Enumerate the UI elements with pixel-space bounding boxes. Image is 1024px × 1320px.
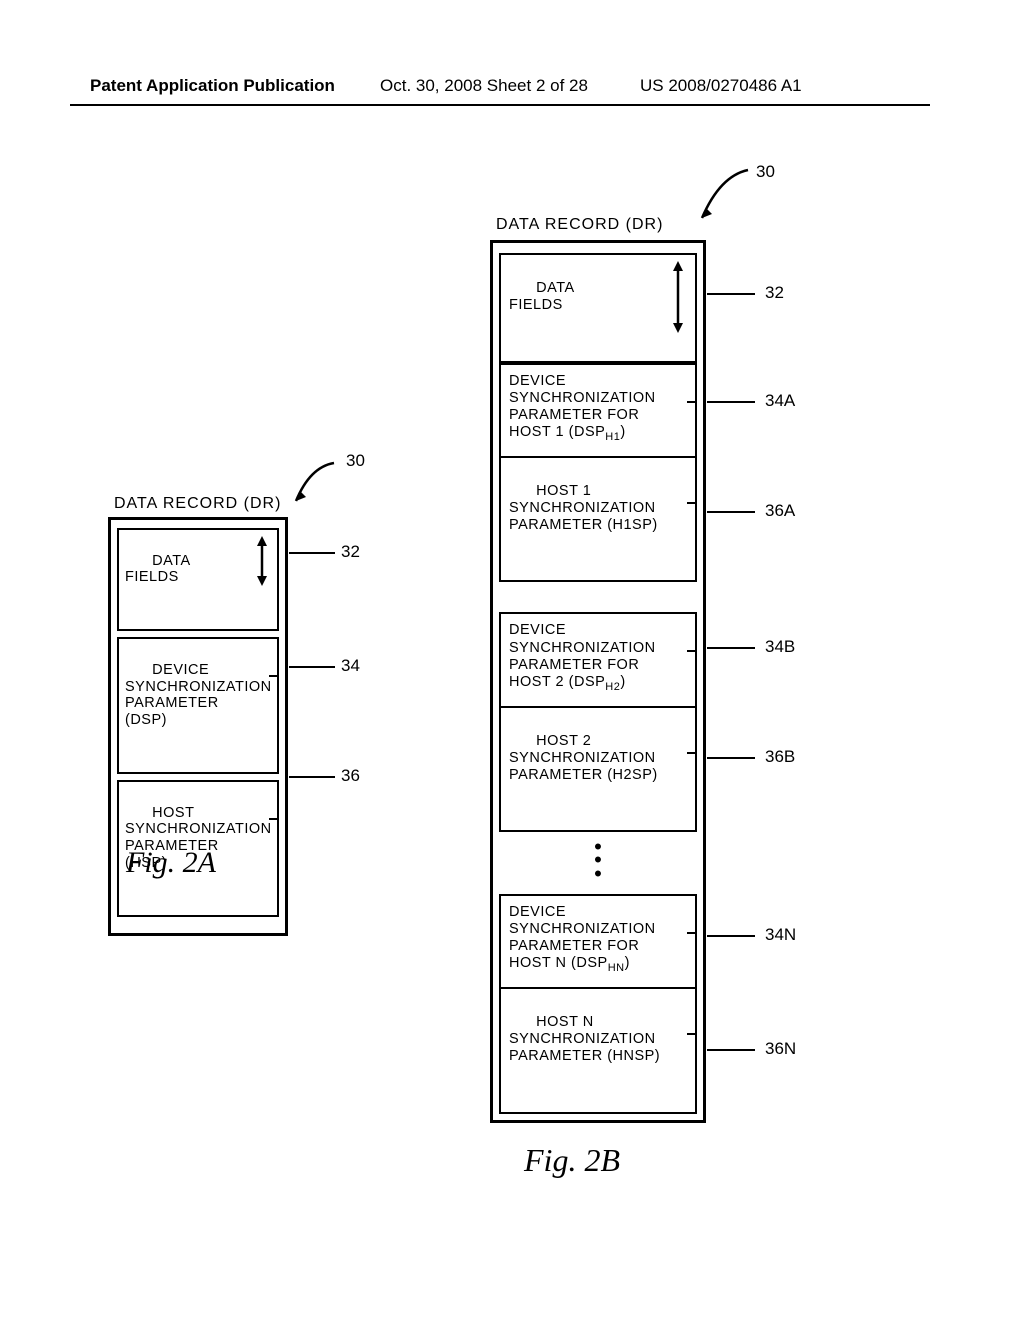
tick-mark xyxy=(687,401,697,403)
leader-line xyxy=(707,647,755,649)
l1: DEVICE xyxy=(509,904,687,921)
leader-line xyxy=(289,776,335,778)
header-right: US 2008/0270486 A1 xyxy=(640,76,802,96)
l1: DEVICE xyxy=(509,373,687,390)
tick-mark xyxy=(269,675,279,677)
ref-34a: 34A xyxy=(765,391,795,411)
l4: HOST 1 (DSPH1) xyxy=(509,424,687,444)
ref-36: 36 xyxy=(341,766,360,786)
double-arrow-icon xyxy=(671,261,685,333)
leader-line xyxy=(707,293,755,295)
leader-line xyxy=(707,401,755,403)
ref-36b: 36B xyxy=(765,747,795,767)
fig2b-box1-text: DATA FIELDS xyxy=(509,280,575,313)
l4: HOST N (DSPHN) xyxy=(509,955,687,975)
t: ) xyxy=(620,424,625,440)
fig2b-box-hnsp: HOST N SYNCHRONIZATION PARAMETER (HNSP) xyxy=(499,987,697,1114)
figure-2b: 30 DATA RECORD (DR) DATA FIELDS DEVICE S… xyxy=(490,216,850,1123)
l3: PARAMETER FOR xyxy=(509,938,687,955)
tick-mark xyxy=(687,752,697,754)
fig2a-title: DATA RECORD (DR) xyxy=(114,495,360,513)
fig2b-box-h1sp: HOST 1 SYNCHRONIZATION PARAMETER (H1SP) xyxy=(499,456,697,583)
fig2a-box-dsp: DEVICE SYNCHRONIZATION PARAMETER (DSP) xyxy=(117,637,279,774)
fig2b-outer: DATA FIELDS DEVICE SYNCHRONIZATION PARAM… xyxy=(490,240,706,1123)
t: HOST N (DSP xyxy=(509,955,608,971)
fig2b-box-h2sp: HOST 2 SYNCHRONIZATION PARAMETER (H2SP) xyxy=(499,706,697,833)
fig2a-box1-text: DATA FIELDS xyxy=(125,553,191,586)
sub: H2 xyxy=(605,681,620,693)
ref-36a: 36A xyxy=(765,501,795,521)
leader-line xyxy=(707,757,755,759)
leader-line xyxy=(707,511,755,513)
ref-34b: 34B xyxy=(765,637,795,657)
fig2b-title: DATA RECORD (DR) xyxy=(496,216,850,234)
sub: HN xyxy=(608,962,625,974)
fig2b-box-dsp-h1: DEVICE SYNCHRONIZATION PARAMETER FOR HOS… xyxy=(499,363,697,456)
t: ) xyxy=(620,674,625,690)
l2: SYNCHRONIZATION xyxy=(509,640,687,657)
header-mid: Oct. 30, 2008 Sheet 2 of 28 xyxy=(380,76,588,96)
fig2a-box-data-fields: DATA FIELDS xyxy=(117,528,279,631)
l2: SYNCHRONIZATION xyxy=(509,390,687,407)
ref-32: 32 xyxy=(341,542,360,562)
leader-line xyxy=(289,552,335,554)
tick-mark xyxy=(687,650,697,652)
tick-mark xyxy=(687,1033,697,1035)
fig2b-box-data-fields: DATA FIELDS xyxy=(499,253,697,363)
double-arrow-icon xyxy=(255,536,269,586)
ref-34n: 34N xyxy=(765,925,796,945)
t: ) xyxy=(625,955,630,971)
ref-30-a: 30 xyxy=(346,451,365,471)
fig2b-caption: Fig. 2B xyxy=(524,1142,620,1179)
fig2b-box-dsp-hn: DEVICE SYNCHRONIZATION PARAMETER FOR HOS… xyxy=(499,894,697,987)
header-rule xyxy=(70,104,930,106)
ref-32b: 32 xyxy=(765,283,784,303)
page-header: Patent Application Publication Oct. 30, … xyxy=(0,76,1024,106)
sub: H1 xyxy=(605,431,620,443)
fig2a-caption: Fig. 2A xyxy=(126,846,216,880)
leader-line xyxy=(707,935,755,937)
fig2a-box2-text: DEVICE SYNCHRONIZATION PARAMETER (DSP) xyxy=(125,662,272,728)
l3: PARAMETER FOR xyxy=(509,657,687,674)
t: HOST 1 (DSP xyxy=(509,424,605,440)
l1: DEVICE xyxy=(509,622,687,639)
gap xyxy=(499,582,697,612)
text: HOST N SYNCHRONIZATION PARAMETER (HNSP) xyxy=(509,1014,660,1064)
header-left: Patent Application Publication xyxy=(90,76,335,96)
ellipsis-dots: ••• xyxy=(499,832,697,894)
l4: HOST 2 (DSPH2) xyxy=(509,674,687,694)
fig2b-box-dsp-h2: DEVICE SYNCHRONIZATION PARAMETER FOR HOS… xyxy=(499,612,697,705)
text: HOST 1 SYNCHRONIZATION PARAMETER (H1SP) xyxy=(509,483,658,533)
t: HOST 2 (DSP xyxy=(509,674,605,690)
tick-mark xyxy=(687,502,697,504)
text: HOST 2 SYNCHRONIZATION PARAMETER (H2SP) xyxy=(509,733,658,783)
leader-line xyxy=(289,666,335,668)
l2: SYNCHRONIZATION xyxy=(509,921,687,938)
tick-mark xyxy=(687,932,697,934)
ref-34: 34 xyxy=(341,656,360,676)
ref-30-b: 30 xyxy=(756,162,775,182)
tick-mark xyxy=(269,818,279,820)
ref-36n: 36N xyxy=(765,1039,796,1059)
leader-line xyxy=(707,1049,755,1051)
l3: PARAMETER FOR xyxy=(509,407,687,424)
